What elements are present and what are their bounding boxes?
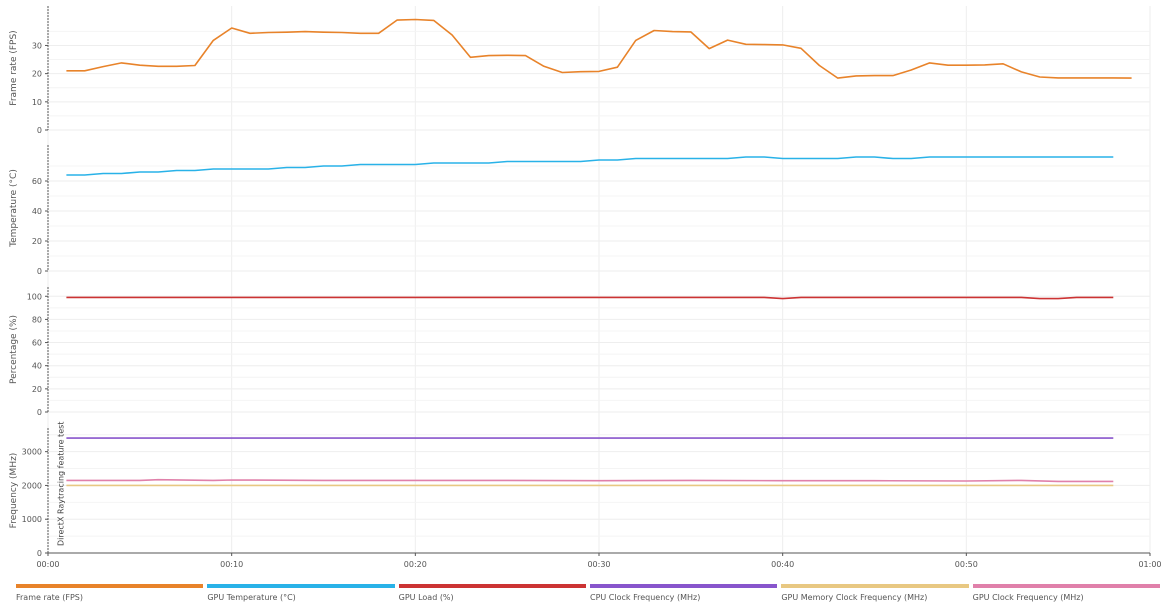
legend-swatch — [590, 584, 778, 588]
y-axis-title: Frequency (MHz) — [9, 453, 19, 529]
legend-swatch — [16, 584, 204, 588]
x-tick-label: 00:40 — [771, 560, 794, 569]
legend-swatch — [781, 584, 969, 588]
y-tick-label: 10 — [32, 98, 42, 107]
y-tick-label: 40 — [32, 207, 42, 216]
y-tick-label: 60 — [32, 339, 42, 348]
y-tick-label: 1000 — [22, 515, 42, 524]
legend-label: GPU Temperature (°C) — [207, 593, 296, 602]
legend-item[interactable]: CPU Clock Frequency (MHz) — [590, 582, 778, 610]
y-tick-label: 80 — [32, 315, 42, 324]
y-tick-label: 0 — [37, 267, 42, 276]
x-tick-label: 00:20 — [404, 560, 427, 569]
y-tick-label: 0 — [37, 549, 42, 558]
legend-item[interactable]: GPU Load (%) — [398, 582, 586, 610]
y-axis-title: Percentage (%) — [9, 315, 19, 384]
x-tick-label: 00:50 — [955, 560, 978, 569]
marker-label: DirectX Raytracing feature test — [56, 422, 65, 546]
series-line-1-0 — [66, 156, 1114, 176]
legend-item[interactable]: GPU Clock Frequency (MHz) — [972, 582, 1160, 610]
legend-swatch — [398, 584, 586, 588]
x-tick-label: 01:00 — [1138, 560, 1161, 569]
x-tick-label: 00:10 — [220, 560, 243, 569]
legend-swatch — [972, 584, 1160, 588]
y-axis-title: Temperature (°C) — [9, 169, 19, 248]
series-line-0-0 — [66, 18, 1132, 79]
legend-label: CPU Clock Frequency (MHz) — [590, 593, 701, 602]
chart-canvas: 0 10 20 30 Frame rate (FPS) 0 20 40 60 Temperatur… — [9, 6, 1162, 569]
legend: Frame rate (FPS) GPU Temperature (°C) GPU … — [0, 582, 1168, 610]
legend-label: GPU Clock Frequency (MHz) — [972, 593, 1084, 602]
legend-label: Frame rate (FPS) — [16, 593, 84, 602]
x-tick-label: 00:30 — [587, 560, 610, 569]
legend-item[interactable]: Frame rate (FPS) — [16, 582, 204, 610]
legend-item[interactable]: GPU Memory Clock Frequency (MHz) — [781, 582, 969, 610]
y-tick-label: 0 — [37, 126, 42, 135]
y-tick-label: 20 — [32, 70, 42, 79]
y-tick-label: 30 — [32, 41, 42, 50]
y-tick-label: 20 — [32, 237, 42, 246]
legend-swatch — [207, 584, 395, 588]
y-tick-label: 3000 — [22, 448, 42, 457]
y-tick-label: 2000 — [22, 481, 42, 490]
x-tick-label: 00:00 — [36, 560, 59, 569]
y-tick-label: 100 — [27, 292, 42, 301]
y-tick-label: 0 — [37, 408, 42, 417]
legend-item[interactable]: GPU Temperature (°C) — [207, 582, 395, 610]
y-tick-label: 60 — [32, 177, 42, 186]
y-axis-title: Frame rate (FPS) — [9, 30, 19, 105]
y-tick-label: 20 — [32, 385, 42, 394]
legend-label: GPU Memory Clock Frequency (MHz) — [781, 593, 928, 602]
legend-label: GPU Load (%) — [398, 593, 454, 602]
series-line-3-1 — [66, 478, 1114, 483]
series-line-2-0 — [66, 296, 1114, 300]
y-tick-label: 40 — [32, 362, 42, 371]
